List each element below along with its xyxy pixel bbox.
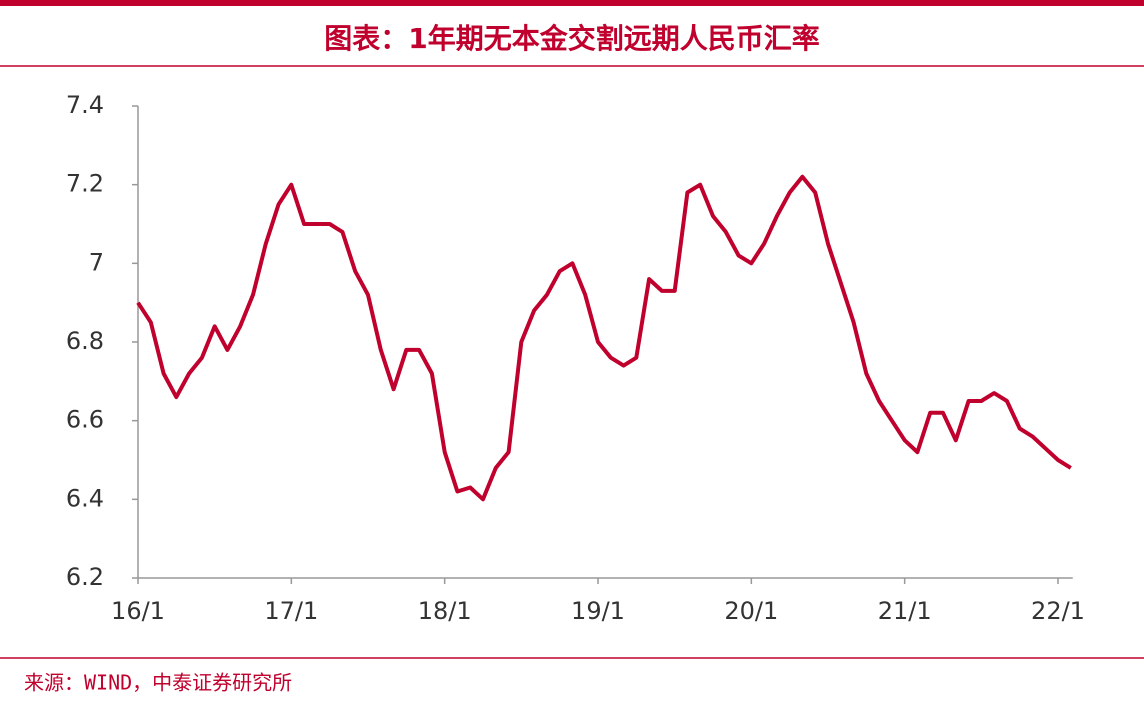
top-bar — [0, 0, 1144, 6]
x-tick-label: 21/1 — [878, 597, 932, 625]
x-tick-label: 22/1 — [1031, 597, 1085, 625]
x-tick-label: 20/1 — [724, 597, 778, 625]
x-tick-label: 18/1 — [418, 597, 472, 625]
y-tick-label: 6.2 — [66, 563, 104, 591]
x-tick-label: 16/1 — [111, 597, 165, 625]
chart-title: 图表：1年期无本金交割远期人民币汇率 — [324, 22, 820, 55]
y-tick-label: 6.8 — [66, 327, 104, 355]
y-tick-label: 7.4 — [66, 91, 104, 119]
data-line — [136, 174, 1072, 502]
y-tick-label: 6.6 — [66, 406, 104, 434]
y-tick-label: 7.2 — [66, 170, 104, 198]
x-tick-label: 17/1 — [264, 597, 318, 625]
x-tick-label: 19/1 — [571, 597, 625, 625]
source: 来源：WIND，中泰证券研究所 — [24, 671, 292, 695]
y-tick-label: 7 — [89, 248, 104, 276]
y-tick-label: 6.4 — [66, 484, 104, 512]
